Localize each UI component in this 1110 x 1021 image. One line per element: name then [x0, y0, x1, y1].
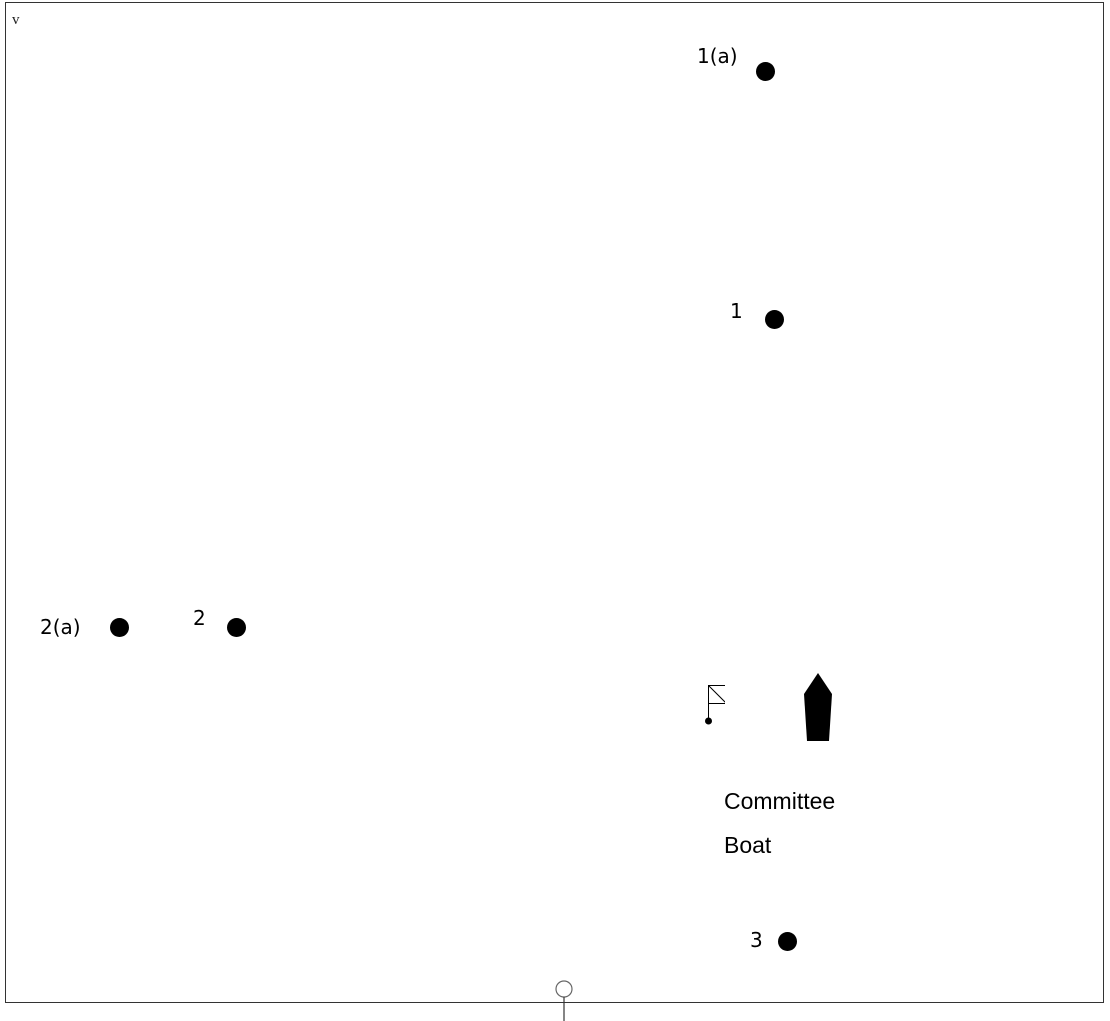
corner-label: v	[12, 12, 20, 28]
mark-3	[778, 932, 797, 951]
mark-label-2a: 2(a)	[40, 615, 81, 639]
mark-2a	[110, 618, 129, 637]
mark-1a	[756, 62, 775, 81]
mark-label-3: 3	[750, 928, 763, 952]
mark-1	[765, 310, 784, 329]
mark-2	[227, 618, 246, 637]
boat-icon	[804, 673, 832, 741]
committee-boat-label-line2: Boat	[724, 832, 772, 858]
mark-label-1: 1	[730, 299, 743, 323]
anchor-handle-icon[interactable]	[553, 979, 575, 1021]
mark-label-2: 2	[193, 606, 206, 630]
mark-label-1a: 1(a)	[697, 44, 738, 68]
committee-boat-label-line1: Committee	[724, 788, 836, 814]
diagram-frame	[5, 2, 1104, 1003]
flag-icon	[705, 685, 725, 725]
